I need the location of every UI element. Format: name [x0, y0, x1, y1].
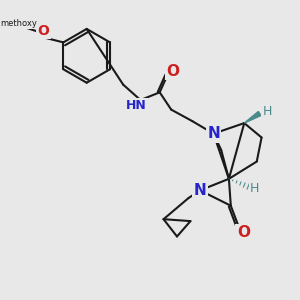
Text: H: H	[262, 105, 272, 118]
Text: O: O	[167, 64, 180, 79]
Text: methoxy: methoxy	[1, 19, 38, 28]
Text: N: N	[207, 126, 220, 141]
Text: H: H	[250, 182, 260, 195]
Text: O: O	[237, 225, 250, 240]
Polygon shape	[244, 111, 261, 123]
Text: HN: HN	[126, 99, 147, 112]
Text: O: O	[37, 24, 49, 38]
Text: N: N	[194, 183, 206, 198]
